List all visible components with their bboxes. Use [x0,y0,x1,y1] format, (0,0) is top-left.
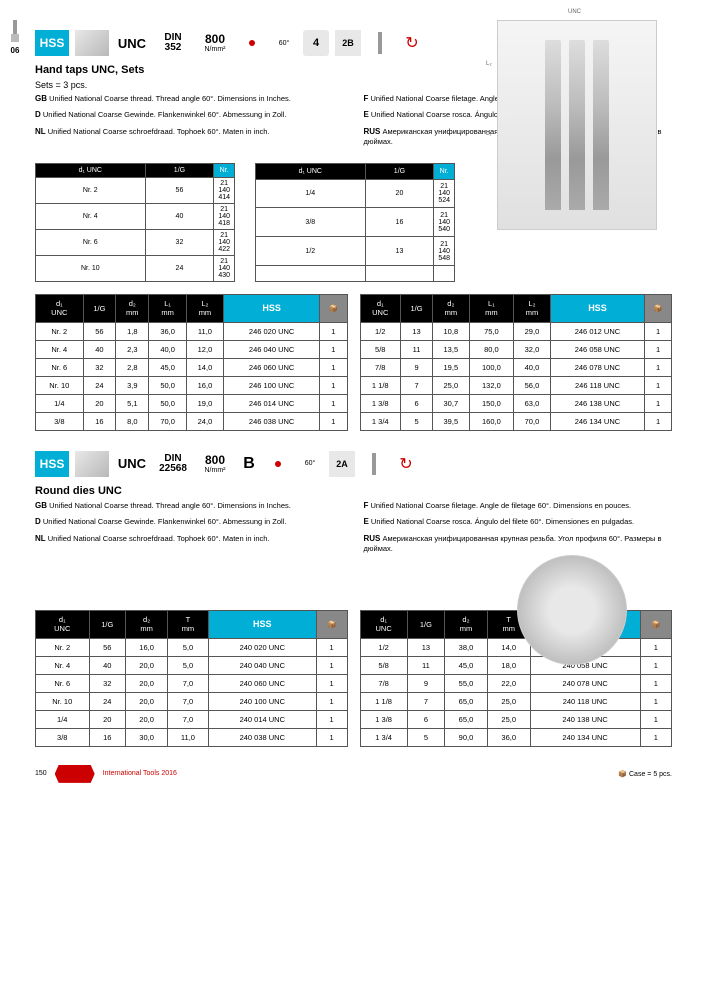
icon-tol-2: 2A [329,451,355,477]
badge-hss-2: HSS [35,451,69,477]
footer-case: 📦 Case = 5 pcs. [618,770,672,778]
footer: 150 International Tools 2016 📦 Case = 5 … [35,765,672,783]
badge-material [75,30,109,56]
badge-nmm-2: 800N/mm² [197,454,233,474]
icon-60-2: 60° [297,451,323,477]
side-icon: 06 [8,20,22,55]
data-table-4: d₁UNC1/Gd₂mmTmmHSS📦1/21338,014,0240 012 … [360,610,673,747]
icon-60: 60° [271,30,297,56]
product-image-die [517,555,627,665]
icon-thread-2 [361,451,387,477]
small-table-2: d₁ UNC1/GNr.1/42021 140 5243/81621 140 5… [255,163,455,282]
badge-unc-2: UNC [115,456,149,471]
badge-material-2 [75,451,109,477]
icon-tol: 2B [335,30,361,56]
footer-text: International Tools 2016 [103,770,177,777]
icon-red [239,30,265,56]
data-table-2: d₁UNC1/Gd₂mmL₁mmL₂mmHSS📦1/21310,875,029,… [360,294,673,431]
icon-hex: 4 [303,30,329,56]
icon-arrow: ↻ [399,30,425,56]
footer-page: 150 [35,770,47,777]
badge-hss: HSS [35,30,69,56]
badge-b: B [239,455,259,473]
desc-section-2: GB Unified National Coarse thread. Threa… [35,501,672,560]
badge-din: DIN352 [155,33,191,53]
title-2: Round dies UNC [35,485,672,497]
footer-logo [55,765,95,783]
icon-thread [367,30,393,56]
side-num: 06 [8,46,22,55]
spec-row-2: HSS UNC DIN22568 800N/mm² B 60° 2A ↻ [35,451,672,477]
data-tables-1: d₁UNC1/Gd₂mmL₁mmL₂mmHSS📦Nr. 2561,836,011… [35,294,672,431]
badge-din-2: DIN22568 [155,454,191,474]
badge-unc: UNC [115,36,149,51]
data-table-1: d₁UNC1/Gd₂mmL₁mmL₂mmHSS📦Nr. 2561,836,011… [35,294,348,431]
icon-arrow-2: ↻ [393,451,419,477]
data-table-3: d₁UNC1/Gd₂mmTmmHSS📦Nr. 25616,05,0240 020… [35,610,348,747]
small-table-1: d₁ UNC1/GNr.Nr. 25621 140 414Nr. 44021 1… [35,163,235,282]
icon-red-2 [265,451,291,477]
badge-nmm: 800N/mm² [197,33,233,53]
product-image-taps: UNC L₂ L₁ [497,20,657,230]
